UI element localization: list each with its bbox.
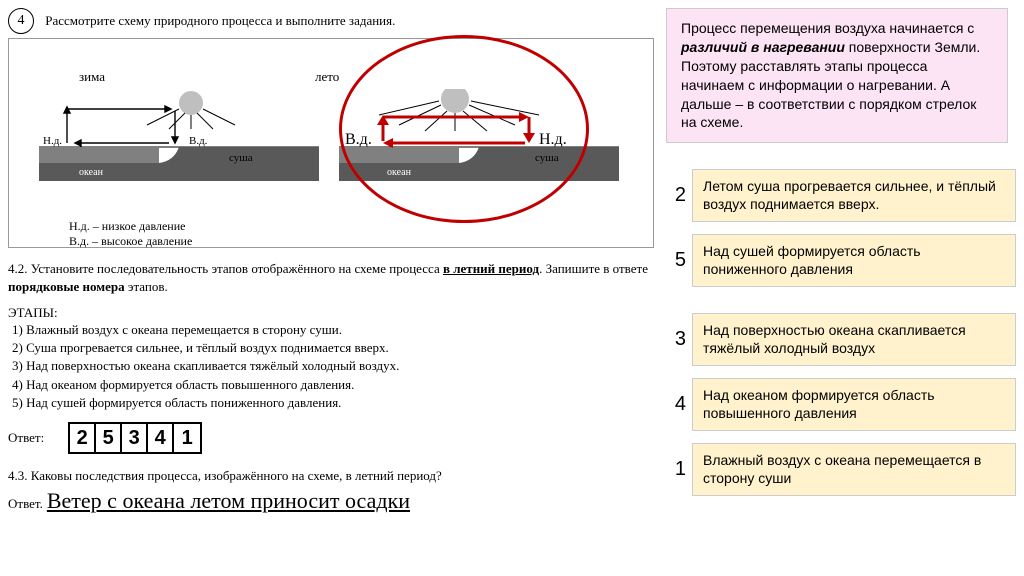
step-row: 5 Над сушей формируется область пониженн… [666,234,1016,287]
step-row: 3 Над поверхностью океана скапливается т… [666,313,1016,366]
step-row: 4 Над океаном формируется область повыше… [666,378,1016,431]
left-column: 4 Рассмотрите схему природного процесса … [8,8,654,514]
q42-suffix: . Запишите в ответе [539,261,648,276]
hint-em: различий в нагревании [681,39,845,55]
step-number: 4 [666,378,692,431]
q42-prefix: 4.2. Установите последовательность этапо… [8,261,443,276]
task-instruction: Рассмотрите схему природного процесса и … [45,13,395,29]
winter-land-label: суша [229,152,253,164]
task-header: 4 Рассмотрите схему природного процесса … [8,8,654,34]
question-4-3: 4.3. Каковы последствия процесса, изобра… [8,468,654,484]
step-box: Над поверхностью океана скапливается тяж… [692,313,1016,366]
right-column: Процесс перемещения воздуха начинается с… [666,8,1016,496]
etapy-list: 1) Влажный воздух с океана перемещается … [12,321,654,412]
hint-box: Процесс перемещения воздуха начинается с… [666,8,1008,143]
q42-tail: этапов. [125,279,168,294]
legend: Н.д. – низкое давление В.д. – высокое да… [69,219,643,249]
etap-item: 3) Над поверхностью океана скапливается … [12,357,654,375]
etap-item: 5) Над сушей формируется область понижен… [12,394,654,412]
task-number: 4 [8,8,34,34]
season-winter: зима [79,69,105,85]
legend-high: В.д. – высокое давление [69,234,643,249]
monsoon-diagram-svg: океан суша Н.д. В.д. [19,89,639,209]
q42-bold: порядковые номера [8,279,125,294]
winter-high-p: В.д. [189,135,208,147]
answer-digit: 5 [96,424,122,452]
step-number: 2 [666,169,692,222]
step-box: Над океаном формируется область повышенн… [692,378,1016,431]
summer-low-p: Н.д. [539,131,567,148]
step-number: 1 [666,443,692,496]
etap-item: 2) Суша прогревается сильнее, и тёплый в… [12,339,654,357]
summer-ocean-label: океан [387,167,412,178]
etapy-title: ЭТАПЫ: [8,305,654,321]
step-row: 2 Летом суша прогревается сильнее, и тёп… [666,169,1016,222]
q43-answer-text: Ветер с океана летом приносит осадки [47,488,410,513]
winter-ocean-label: океан [79,167,104,178]
etap-item: 4) Над океаном формируется область повыш… [12,376,654,394]
answer-digit: 3 [122,424,148,452]
step-number: 5 [666,234,692,287]
answer-row: Ответ: 2 5 3 4 1 [8,422,654,454]
question-4-2: 4.2. Установите последовательность этапо… [8,260,654,295]
q43-answer-line: Ответ.Ветер с океана летом приносит осад… [8,488,654,514]
answer-digit: 1 [174,424,200,452]
step-number: 3 [666,313,692,366]
step-row: 1 Влажный воздух с океана перемещается в… [666,443,1016,496]
season-summer: лето [315,69,339,85]
answer-label: Ответ: [8,430,44,446]
q42-underline: в летний период [443,261,539,276]
step-box: Над сушей формируется область пониженног… [692,234,1016,287]
answer-digit: 2 [70,424,96,452]
answer-digit: 4 [148,424,174,452]
step-box: Летом суша прогревается сильнее, и тёплы… [692,169,1016,222]
summer-high-p: В.д. [345,131,372,148]
answer-boxes: 2 5 3 4 1 [68,422,202,454]
summer-land-label: суша [535,152,559,164]
step-box: Влажный воздух с океана перемещается в с… [692,443,1016,496]
etap-item: 1) Влажный воздух с океана перемещается … [12,321,654,339]
q43-answer-label: Ответ. [8,496,43,512]
winter-low-p: Н.д. [43,135,62,147]
legend-low: Н.д. – низкое давление [69,219,643,234]
hint-p1: Процесс перемещения воздуха начинается с [681,20,974,36]
diagram: зима лето океан су [8,38,654,248]
